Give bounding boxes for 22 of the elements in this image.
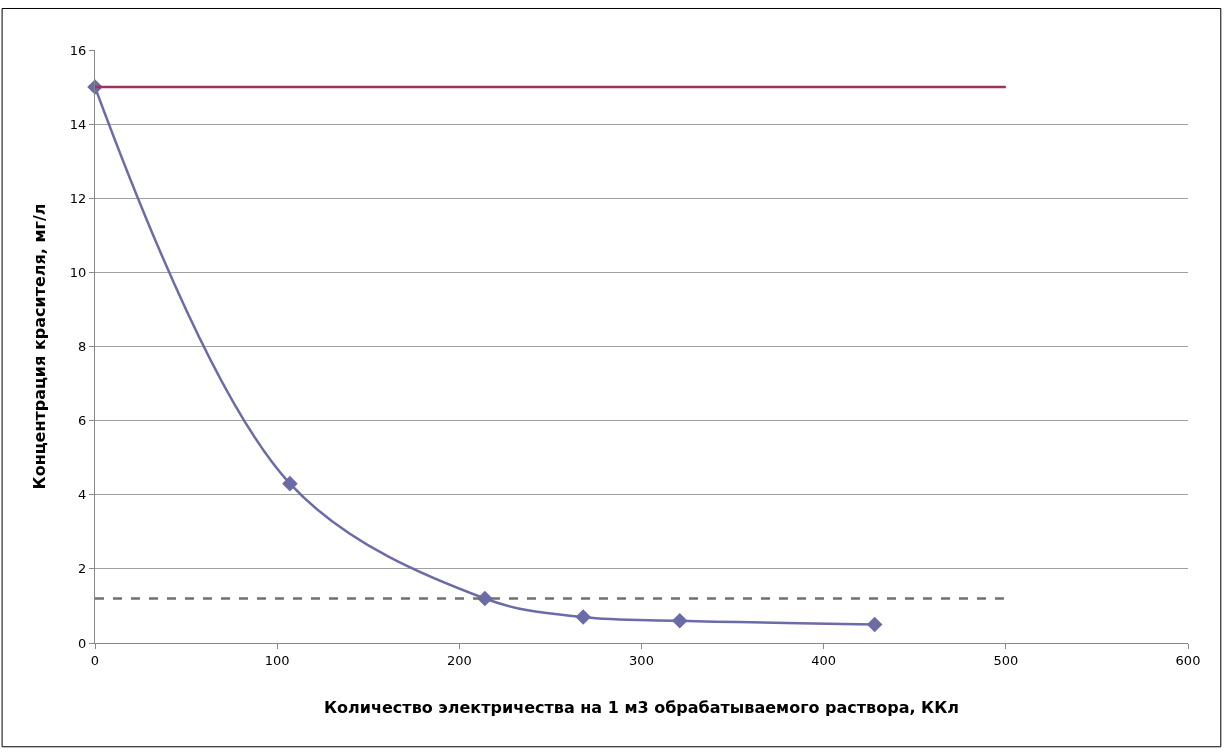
y-tick-label: 6 (78, 413, 87, 429)
x-tick-label: 400 (811, 652, 837, 668)
point (282, 475, 298, 492)
x-tick-label: 300 (629, 652, 654, 668)
y-tick-label: 10 (69, 264, 87, 280)
y-tick-label: 16 (69, 42, 87, 58)
y-tick-label: 14 (69, 116, 87, 132)
y-tick-label: 8 (78, 339, 87, 355)
x-axis-title: Количество электричества на 1 м3 обрабатываемого раствора, ККл (324, 698, 959, 718)
x-tick-label: 200 (446, 652, 472, 668)
point (866, 616, 883, 633)
x-tick-label: 100 (264, 652, 290, 668)
point (575, 609, 592, 625)
y-tick-label: 12 (69, 190, 87, 206)
y-axis-title: Концентрация красителя, мг/л (29, 203, 49, 490)
y-tick-label: 2 (78, 561, 87, 577)
x-tick-label: 600 (1175, 652, 1201, 668)
y-tick-label: 0 (78, 635, 87, 651)
x-tick-label: 0 (90, 652, 100, 668)
x-tick-label: 500 (993, 652, 1019, 668)
y-tick-label: 4 (78, 487, 87, 503)
point (671, 612, 688, 629)
